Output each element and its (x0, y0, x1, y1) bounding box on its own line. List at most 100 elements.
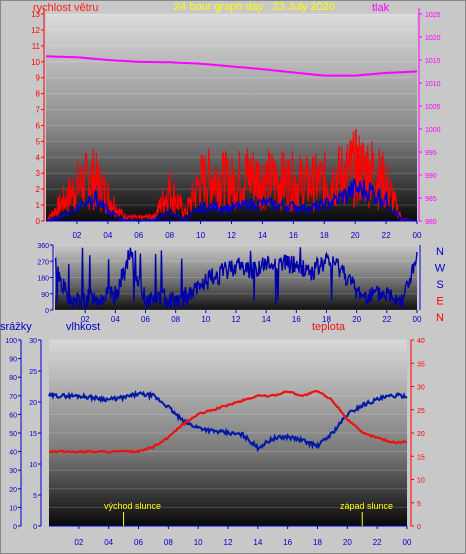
tick-labels: 0123456789101112139809859909951000100510… (5, 10, 445, 547)
direction-x-tick-label: 10 (201, 315, 210, 324)
rain-axis-tick-label: 40 (9, 450, 17, 457)
direction-x-tick-label: 14 (262, 315, 271, 324)
wind-axis-tick-label: 3 (36, 169, 41, 178)
temperature-axis-tick-label: 35 (417, 361, 425, 368)
pressure-axis-tick-label: 990 (425, 173, 437, 180)
temperature-axis-tick-label: 40 (417, 338, 425, 345)
climate-x-tick-label: 08 (164, 538, 173, 547)
wind-axis-tick-label: 13 (31, 10, 40, 19)
pressure-axis-tick-label: 1000 (425, 127, 441, 134)
direction-axis-tick-label: 270 (37, 259, 49, 266)
pressure-axis-title: tlak (372, 2, 390, 14)
rain-axis-tick-label: 30 (9, 468, 17, 475)
wind-x-tick-label: 18 (320, 231, 329, 240)
rain-axis-tick-label: 0 (13, 524, 17, 531)
humidity-axis-tick-label: 10 (29, 462, 37, 469)
wind-x-tick-label: 14 (258, 231, 267, 240)
direction-axis-tick-label: 180 (37, 276, 49, 283)
pressure-axis-tick-label: 985 (425, 196, 437, 203)
rain-axis-tick-label: 70 (9, 394, 17, 401)
humidity-axis-tick-label: 5 (33, 493, 37, 500)
wind-x-tick-label: 10 (196, 231, 205, 240)
temperature-axis-tick-label: 0 (417, 524, 421, 531)
wind-axis-tick-label: 0 (36, 217, 41, 226)
wind-axis-tick-label: 7 (36, 106, 41, 115)
wind-axis-tick-label: 2 (36, 185, 41, 194)
grid-lines (46, 13, 417, 527)
wind-x-tick-label: 22 (382, 231, 391, 240)
temperature-axis-tick-label: 15 (417, 454, 425, 461)
direction-x-tick-label: 18 (322, 315, 331, 324)
climate-x-tick-label: 02 (74, 538, 83, 547)
temperature-axis-tick-label: 5 (417, 501, 421, 508)
rain-axis-tick-label: 10 (9, 505, 17, 512)
direction-x-tick-label: 22 (382, 315, 391, 324)
wind-x-tick-label: 04 (103, 231, 112, 240)
temperature-axis-title: teplota (312, 321, 346, 333)
rain-axis-tick-label: 50 (9, 431, 17, 438)
climate-x-tick-label: 10 (194, 538, 203, 547)
wind-axis-tick-label: 9 (36, 74, 41, 83)
direction-x-tick-label: 06 (141, 315, 150, 324)
direction-axis-tick-label: 0 (45, 308, 49, 315)
climate-x-tick-label: 16 (283, 538, 292, 547)
humidity-axis-tick-label: 25 (29, 369, 37, 376)
cardinal-label: W (435, 263, 446, 275)
pressure-axis-tick-label: 980 (425, 219, 437, 226)
rain-axis-tick-label: 80 (9, 375, 17, 382)
humidity-axis-tick-label: 20 (29, 400, 37, 407)
temperature-axis-tick-label: 10 (417, 478, 425, 485)
temperature-series (48, 389, 408, 454)
direction-series (54, 247, 418, 311)
series-lines (45, 55, 418, 526)
cardinal-label: S (436, 279, 443, 291)
panel-direction-background (55, 245, 417, 310)
direction-x-tick-label: 00 (413, 315, 422, 324)
wind-axis-tick-label: 1 (36, 201, 41, 210)
rain-axis-tick-label: 60 (9, 412, 17, 419)
sunset-label: západ slunce (340, 501, 394, 511)
climate-x-tick-label: 12 (224, 538, 233, 547)
climate-x-tick-label: 22 (373, 538, 382, 547)
pressure-axis-tick-label: 1015 (425, 58, 441, 65)
wind-axis-tick-label: 10 (31, 58, 40, 67)
humidity-axis-tick-label: 15 (29, 431, 37, 438)
wind-axis-tick-label: 4 (36, 153, 41, 162)
pressure-series (45, 55, 418, 77)
cardinal-label: N (436, 312, 444, 324)
wind-axis-tick-label: 6 (36, 121, 41, 130)
direction-x-tick-label: 12 (232, 315, 241, 324)
wind-x-tick-label: 16 (289, 231, 298, 240)
wind-x-tick-label: 00 (413, 231, 422, 240)
humidity-axis-tick-label: 30 (29, 338, 37, 345)
wind-axis-tick-label: 11 (32, 42, 41, 51)
wind-x-tick-label: 20 (351, 231, 360, 240)
humidity-axis-title: vlhkost (66, 321, 101, 333)
axes (18, 8, 422, 529)
rain-axis-tick-label: 20 (9, 487, 17, 494)
temperature-axis-tick-label: 25 (417, 408, 425, 415)
pressure-axis-tick-label: 1020 (425, 35, 441, 42)
direction-axis-tick-label: 90 (41, 292, 49, 299)
cardinal-label: N (436, 246, 444, 258)
humidity-series (48, 389, 408, 453)
climate-x-tick-label: 20 (343, 538, 352, 547)
direction-x-tick-label: 08 (171, 315, 180, 324)
direction-axis-tick-label: 360 (37, 243, 49, 250)
sunrise-label: východ slunce (104, 501, 162, 511)
wind-axis-tick-label: 5 (36, 137, 41, 146)
direction-x-tick-label: 16 (292, 315, 301, 324)
pressure-axis-tick-label: 995 (425, 150, 437, 157)
temperature-axis-tick-label: 30 (417, 385, 425, 392)
pressure-axis-tick-label: 1010 (425, 81, 441, 88)
temperature-axis-tick-label: 20 (417, 431, 425, 438)
pressure-axis-tick-label: 1025 (425, 12, 441, 19)
rain-axis-tick-label: 100 (5, 338, 17, 345)
wind-axis-title: rychlost větru (33, 2, 99, 14)
rain-axis-tick-label: 90 (9, 357, 17, 364)
avg-wind-series (45, 178, 418, 222)
direction-x-tick-label: 02 (81, 315, 90, 324)
climate-x-tick-label: 00 (403, 538, 412, 547)
climate-x-tick-label: 14 (253, 538, 262, 547)
